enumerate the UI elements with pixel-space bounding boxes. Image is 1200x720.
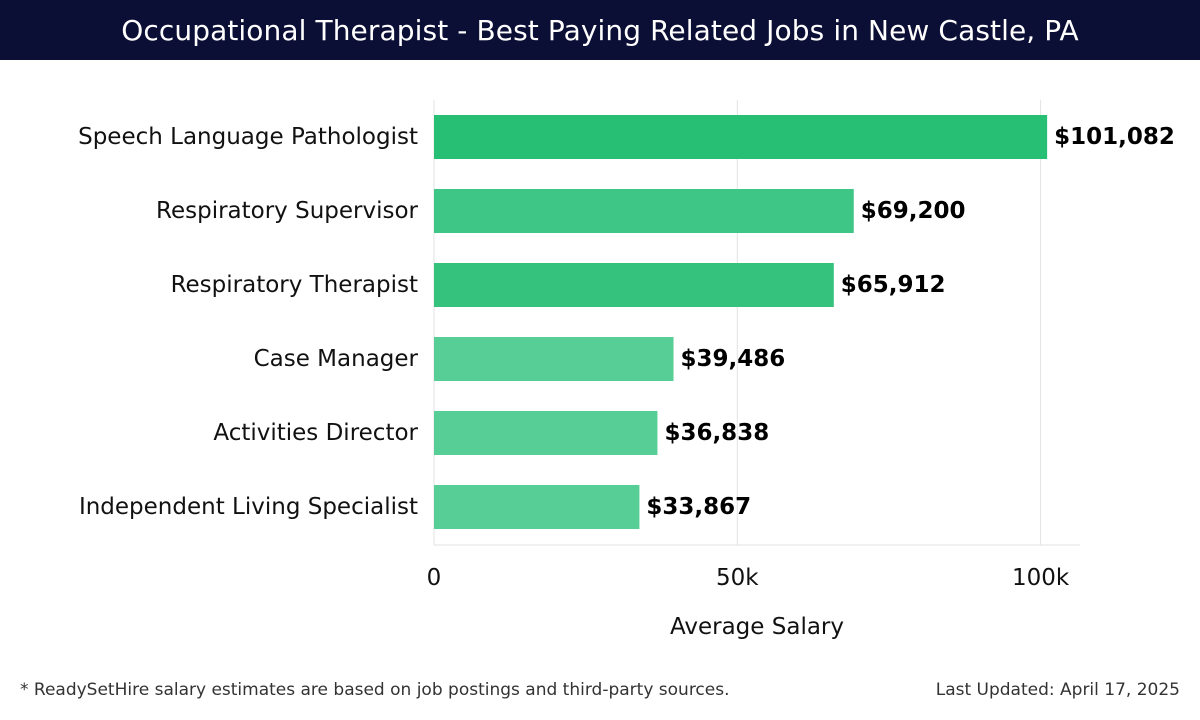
value-label: $33,867 (646, 494, 751, 520)
chart-title: Occupational Therapist - Best Paying Rel… (0, 0, 1200, 60)
value-label: $69,200 (861, 198, 966, 224)
category-label: Case Manager (254, 346, 419, 372)
bar (434, 263, 834, 307)
gridlines (433, 100, 1080, 546)
value-label: $39,486 (681, 346, 786, 372)
value-label: $101,082 (1054, 124, 1175, 150)
x-tick-labels: 0 50k 100k (427, 565, 1070, 591)
category-label: Independent Living Specialist (79, 494, 418, 520)
bar (434, 485, 640, 529)
x-axis-title: Average Salary (670, 614, 844, 640)
bars (434, 115, 1048, 529)
source-footnote: * ReadySetHire salary estimates are base… (20, 680, 730, 700)
category-label: Respiratory Supervisor (156, 198, 419, 224)
bar (434, 189, 854, 233)
last-updated: Last Updated: April 17, 2025 (935, 680, 1180, 700)
x-tick-label: 50k (716, 565, 759, 591)
bar (434, 115, 1048, 159)
category-labels: Speech Language Pathologist Respiratory S… (78, 124, 418, 520)
value-label: $65,912 (841, 272, 946, 298)
x-tick-label: 100k (1012, 565, 1070, 591)
category-label: Respiratory Therapist (171, 272, 418, 298)
bar (434, 337, 674, 381)
category-label: Activities Director (213, 420, 418, 446)
category-label: Speech Language Pathologist (78, 124, 418, 150)
salary-bar-chart: Speech Language Pathologist Respiratory S… (78, 100, 1175, 640)
value-label: $36,838 (664, 420, 769, 446)
value-labels: $101,082 $69,200 $65,912 $39,486 $36,838 $33,… (646, 124, 1174, 520)
x-tick-label: 0 (427, 565, 442, 591)
bar (434, 411, 658, 455)
